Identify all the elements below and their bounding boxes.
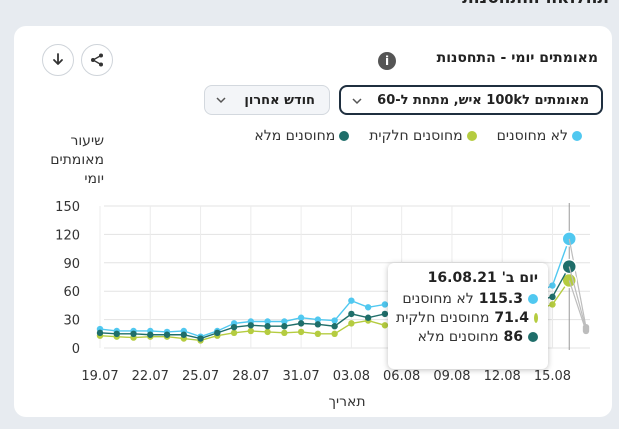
- metric-select-value: מאומתים ל100k איש, מתחת ל-60: [377, 92, 589, 108]
- point-unvaccinated: [314, 316, 322, 323]
- point-unvaccinated: [281, 318, 288, 325]
- point-full: [348, 310, 355, 318]
- legend-dot-full: [339, 131, 350, 141]
- tooltip-date: יום ב' 16.08.21: [427, 270, 538, 286]
- point-partial: [348, 320, 355, 327]
- point-partial: [230, 329, 238, 337]
- y-tick-label: 30: [63, 314, 80, 329]
- x-tick-label: 28.07: [232, 369, 269, 384]
- legend-label-full: מחוסנים מלא: [254, 128, 336, 144]
- point-full: [147, 331, 154, 338]
- chart-legend: לא מחוסנים מחוסנים חלקית מחוסנים מלא: [254, 128, 582, 144]
- tooltip-value-partial: 71.4: [494, 310, 529, 326]
- chart-card: מאומתים יומי - התחסנות i מאומתים ל100k א…: [14, 26, 612, 417]
- point-unvaccinated: [348, 297, 355, 304]
- download-icon: [53, 53, 63, 65]
- point-full: [264, 323, 271, 330]
- download-button[interactable]: [42, 44, 74, 76]
- legend-dot-unvaccinated: [572, 131, 582, 141]
- point-full: [197, 335, 204, 342]
- tooltip-label-full: מחוסנים מלא: [417, 329, 499, 345]
- legend-dot-partial: [466, 131, 477, 141]
- chevron-down-icon: [352, 98, 362, 105]
- point-full: [163, 331, 171, 338]
- legend-item-unvaccinated[interactable]: לא מחוסנים: [497, 128, 582, 144]
- point-full: [381, 310, 389, 318]
- point-partial: [314, 330, 322, 337]
- legend-item-full[interactable]: מחוסנים מלא: [254, 128, 350, 144]
- page-heading: תחלואה והתחסנות: [462, 0, 609, 8]
- y-tick-label: 60: [63, 285, 80, 300]
- point-full: [549, 293, 556, 301]
- card-title: מאומתים יומי - התחסנות: [436, 50, 598, 66]
- point-partial: [247, 327, 255, 335]
- tooltip-value-unvaccinated: 115.3: [478, 291, 523, 307]
- share-icon: [91, 53, 103, 67]
- point-full: [331, 323, 338, 330]
- point-full: [297, 320, 305, 327]
- x-tick-label: 25.07: [182, 369, 219, 384]
- legend-label-unvaccinated: לא מחוסנים: [496, 128, 568, 144]
- series-tail-unvaccinated: [568, 238, 587, 328]
- tooltip-value-full: 86: [503, 329, 523, 345]
- point-partial: [381, 322, 389, 329]
- point-unvaccinated: [297, 314, 305, 321]
- tooltip-row-unvaccinated: 115.3 לא מחוסנים: [396, 291, 538, 307]
- series-tail-full: [568, 266, 587, 330]
- point-unvaccinated: [549, 282, 556, 289]
- x-tick-label: 09.08: [433, 369, 470, 384]
- series-tail-partial: [568, 280, 587, 332]
- point-partial: [281, 329, 288, 337]
- point-unvaccinated: [364, 304, 372, 311]
- point-full: [281, 323, 288, 330]
- x-tick-label: 03.08: [333, 369, 370, 384]
- point-full: [113, 330, 120, 337]
- y-tick-label: 120: [55, 228, 80, 243]
- period-select-value: חודש אחרון: [244, 92, 315, 108]
- chevron-down-icon: [216, 97, 226, 104]
- tooltip-row-full: 86 מחוסנים מלא: [396, 329, 538, 345]
- share-button[interactable]: [81, 44, 113, 76]
- point-unvaccinated: [381, 301, 389, 308]
- period-select[interactable]: חודש אחרון: [204, 85, 330, 115]
- y-axis-title: שיעור מאומתים יומי: [50, 133, 104, 187]
- chart-tooltip: יום ב' 16.08.21 115.3 לא מחוסנים 71.4 מח…: [388, 263, 548, 369]
- point-full: [230, 323, 238, 331]
- legend-label-partial: מחוסנים חלקית: [369, 128, 463, 144]
- point-partial: [549, 301, 556, 308]
- point-unvaccinated: [264, 318, 271, 325]
- point-partial: [297, 328, 305, 336]
- point-full: [96, 329, 104, 337]
- x-tick-label: 19.07: [81, 369, 118, 384]
- y-tick-label: 150: [55, 200, 80, 215]
- point-full: [214, 329, 221, 337]
- x-tick-label: 22.07: [132, 369, 169, 384]
- tooltip-dot-unvaccinated: [528, 294, 538, 304]
- legend-item-partial[interactable]: מחוסנים חלקית: [369, 128, 477, 144]
- point-full: [247, 322, 255, 329]
- point-partial: [331, 330, 338, 337]
- point-full: [180, 331, 187, 338]
- x-tick-label: 12.08: [484, 369, 521, 384]
- tooltip-label-unvaccinated: לא מחוסנים: [402, 291, 474, 307]
- info-icon[interactable]: i: [378, 52, 396, 70]
- x-tick-label: 06.08: [383, 369, 420, 384]
- point-full: [130, 330, 137, 337]
- tooltip-row-partial: 71.4 מחוסנים חלקית: [396, 310, 538, 326]
- point-full: [314, 321, 322, 328]
- metric-select[interactable]: מאומתים ל100k איש, מתחת ל-60: [339, 85, 603, 115]
- tooltip-label-partial: מחוסנים חלקית: [396, 310, 490, 326]
- tooltip-dot-partial: [533, 313, 538, 323]
- tooltip-dot-full: [528, 332, 538, 342]
- y-tick-label: 0: [72, 342, 80, 357]
- point-full: [364, 314, 372, 321]
- point-partial: [264, 328, 271, 336]
- point-tail-full: [582, 325, 590, 333]
- point-unvaccinated: [331, 317, 338, 324]
- y-tick-label: 90: [63, 257, 80, 272]
- x-axis-title: תאריך: [328, 394, 365, 410]
- x-tick-label: 15.08: [534, 369, 571, 384]
- x-tick-label: 31.07: [282, 369, 319, 384]
